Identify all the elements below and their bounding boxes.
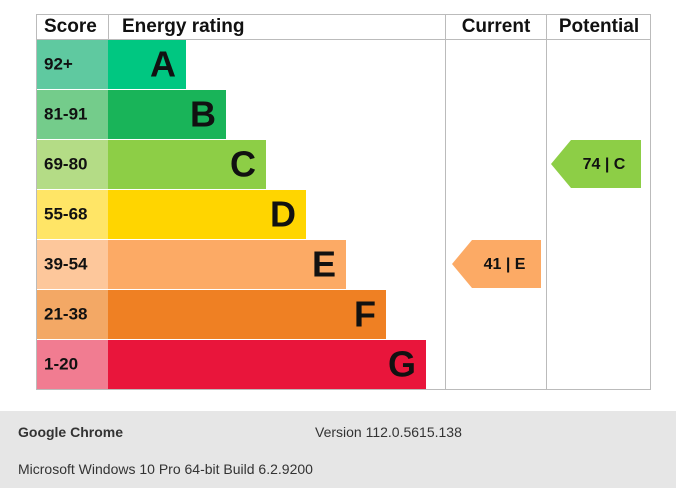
browser-version: Version 112.0.5615.138: [315, 424, 462, 440]
header-current: Current: [462, 16, 531, 37]
os-info: Microsoft Windows 10 Pro 64-bit Build 6.…: [18, 461, 313, 477]
rating-bar: [108, 240, 346, 289]
rating-bar: [108, 290, 386, 339]
rating-bar: [108, 140, 266, 189]
score-cell: [37, 40, 108, 89]
score-cell: [37, 190, 108, 239]
score-label: 81-91: [44, 104, 87, 123]
current-label: 41 | E: [484, 256, 526, 273]
score-label: 21-38: [44, 304, 87, 323]
score-label: 55-68: [44, 204, 87, 223]
rating-bar: [108, 340, 426, 389]
rating-bar: [108, 190, 306, 239]
score-cell: [37, 140, 108, 189]
score-cell: [37, 290, 108, 339]
potential-arrow: [551, 140, 641, 188]
score-cell: [37, 340, 108, 389]
rating-letter: C: [230, 144, 256, 185]
rating-letter: E: [312, 244, 336, 285]
header-score: Score: [44, 16, 97, 37]
header-rating: Energy rating: [122, 16, 244, 37]
current-arrow: [452, 240, 541, 288]
rating-letter: B: [190, 94, 216, 135]
table-border: [36, 14, 651, 390]
rating-letter: G: [388, 344, 416, 385]
browser-footer: Google Chrome Version 112.0.5615.138 Mic…: [0, 411, 676, 488]
epc-chart: Score Energy rating Current Potential 92…: [36, 14, 651, 390]
rating-letter: D: [270, 194, 296, 235]
score-cell: [37, 240, 108, 289]
rating-bar: [108, 40, 186, 89]
score-cell: [37, 90, 108, 139]
potential-label: 74 | C: [583, 156, 626, 173]
browser-name: Google Chrome: [18, 424, 124, 440]
score-label: 39-54: [44, 254, 88, 273]
rating-bar: [108, 90, 226, 139]
score-label: 1-20: [44, 354, 78, 373]
rating-letter: A: [150, 44, 176, 85]
header-potential: Potential: [559, 16, 639, 37]
rating-letter: F: [354, 294, 376, 335]
score-label: 92+: [44, 54, 73, 73]
score-label: 69-80: [44, 154, 87, 173]
